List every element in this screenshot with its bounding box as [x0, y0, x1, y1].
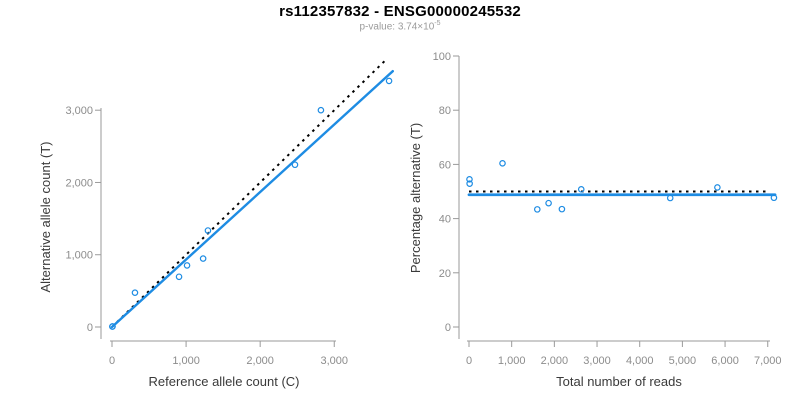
- y-tick-label: 40: [439, 214, 451, 226]
- x-tick-label: 7,000: [754, 355, 782, 367]
- data-point: [577, 186, 585, 193]
- y-tick-label: 3,000: [65, 105, 93, 117]
- y-tick-label: 80: [439, 105, 451, 117]
- x-tick-label: 0: [109, 355, 115, 367]
- y-axis-title: Alternative allele count (T): [38, 141, 53, 292]
- y-axis-title: Percentage alternative (T): [408, 123, 423, 273]
- data-point: [533, 206, 541, 213]
- x-tick-label: 2,000: [541, 355, 569, 367]
- identity-line: [111, 58, 387, 328]
- allele-count-scatter: 0 1,000 2,000 3,000 0 1,000 2,000 3,000 Referenc…: [38, 58, 394, 389]
- x-axis-title: Total number of reads: [556, 374, 682, 389]
- data-point: [204, 227, 212, 234]
- x-tick-label: 2,000: [246, 355, 274, 367]
- x-tick-label: 3,000: [583, 355, 611, 367]
- y-tick-label: 0: [87, 322, 93, 334]
- fit-line: [110, 69, 394, 329]
- x-tick-label: 1,000: [172, 355, 200, 367]
- data-point: [199, 255, 207, 262]
- data-point: [131, 289, 139, 296]
- x-tick-label: 4,000: [626, 355, 654, 367]
- data-point: [499, 160, 506, 167]
- data-point: [545, 199, 552, 207]
- p-value-exponent: -5: [434, 20, 441, 27]
- y-tick-label: 100: [433, 51, 451, 63]
- p-value-text: p-value: 3.74×10: [359, 21, 435, 33]
- y-tick-label: 60: [439, 159, 451, 171]
- data-point: [291, 161, 299, 169]
- data-point: [558, 205, 566, 213]
- x-tick-label: 5,000: [669, 355, 697, 367]
- page-title: rs112357832 - ENSG00000245532: [279, 3, 521, 20]
- x-tick-label: 1,000: [498, 355, 526, 367]
- x-tick-label: 6,000: [711, 355, 739, 367]
- data-point: [714, 184, 721, 191]
- x-axis-title: Reference allele count (C): [148, 374, 299, 389]
- data-point: [666, 194, 674, 202]
- y-tick-label: 0: [445, 322, 451, 334]
- p-value-subtitle: p-value: 3.74×10-5: [0, 20, 800, 32]
- x-tick-label: 3,000: [320, 355, 348, 367]
- y-tick-label: 1,000: [65, 250, 93, 262]
- data-point: [466, 180, 473, 187]
- data-point: [385, 77, 393, 85]
- data-point: [466, 176, 473, 183]
- data-point: [770, 194, 778, 202]
- data-point: [183, 262, 191, 269]
- x-tick-label: 0: [466, 355, 472, 367]
- percentage-vs-reads-scatter: 0 1,000 2,000 3,000 4,000 5,000 6,000 7,000 0 20 4…: [408, 51, 782, 389]
- y-tick-label: 2,000: [65, 177, 93, 189]
- data-point: [109, 323, 116, 330]
- data-point: [175, 273, 183, 281]
- data-point: [317, 106, 325, 114]
- y-tick-label: 20: [439, 268, 451, 280]
